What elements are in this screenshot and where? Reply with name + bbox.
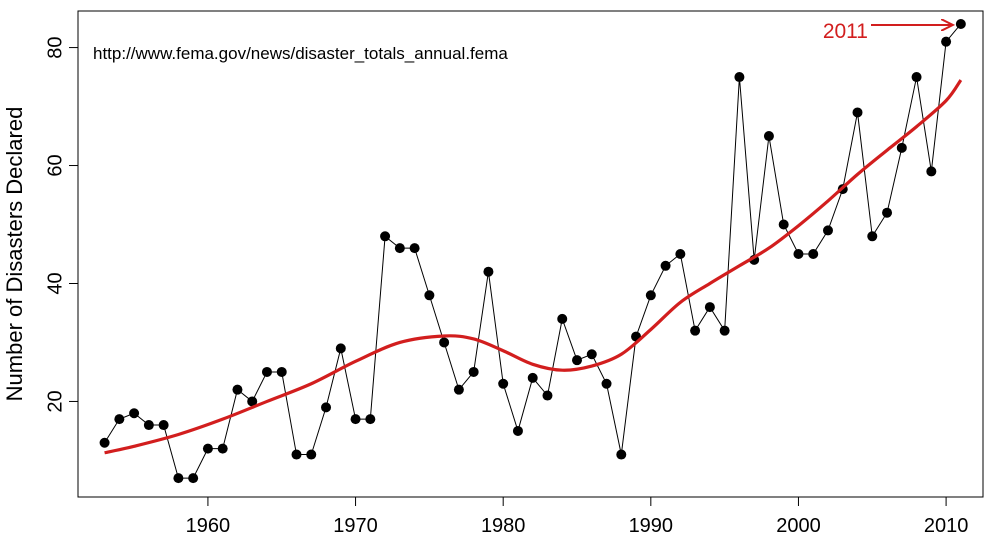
data-point xyxy=(955,18,966,29)
data-point xyxy=(527,372,538,383)
data-point xyxy=(439,337,450,348)
data-point xyxy=(217,443,228,454)
y-tick-label: 80 xyxy=(44,36,66,58)
data-point xyxy=(867,231,878,242)
data-point xyxy=(793,249,804,259)
data-point xyxy=(704,302,715,313)
plot-area-frame xyxy=(77,10,984,498)
data-point xyxy=(852,107,863,118)
data-point xyxy=(498,378,509,389)
y-tick-label: 40 xyxy=(44,272,66,294)
data-point xyxy=(158,420,169,431)
data-point xyxy=(896,142,907,153)
data-point xyxy=(350,414,361,425)
data-point xyxy=(380,231,391,242)
data-point xyxy=(114,414,125,425)
source-url-note: http://www.fema.gov/news/disaster_totals… xyxy=(93,44,508,63)
data-point xyxy=(734,72,745,83)
data-point xyxy=(822,225,833,236)
y-tick-label: 20 xyxy=(44,390,66,412)
data-point xyxy=(188,473,199,484)
x-axis: 1960 1970 1980 1990 2000 2010 xyxy=(186,497,969,537)
data-point xyxy=(660,260,671,271)
data-point xyxy=(365,414,376,425)
data-point xyxy=(808,249,819,259)
data-point xyxy=(645,290,656,301)
data-point xyxy=(911,72,922,83)
x-tick-label: 1960 xyxy=(186,515,231,537)
trend-line xyxy=(104,79,963,455)
data-point xyxy=(926,166,937,177)
data-point xyxy=(232,384,243,395)
data-point xyxy=(468,366,479,377)
y-tick-label: 60 xyxy=(44,154,66,176)
data-point xyxy=(675,249,686,259)
data-point xyxy=(586,349,597,360)
data-point xyxy=(335,343,346,354)
data-point xyxy=(483,266,494,277)
data-point xyxy=(557,313,568,324)
data-point xyxy=(453,384,464,395)
data-point xyxy=(941,36,952,47)
data-point xyxy=(99,437,110,448)
data-point xyxy=(394,243,405,254)
data-point xyxy=(882,207,893,218)
annotation-2011-label: 2011 xyxy=(823,20,868,43)
data-point xyxy=(202,443,213,454)
data-point xyxy=(572,355,583,366)
data-point xyxy=(173,473,184,484)
data-point xyxy=(601,378,612,389)
data-point xyxy=(424,290,435,301)
data-point xyxy=(778,219,789,230)
data-point xyxy=(512,425,523,436)
data-point xyxy=(261,366,272,377)
y-axis-label: Number of Disasters Declared xyxy=(2,107,27,402)
x-tick-label: 1980 xyxy=(481,515,526,537)
data-point xyxy=(306,449,317,460)
data-point xyxy=(321,402,332,413)
x-tick-label: 2000 xyxy=(776,515,821,537)
x-tick-label: 1990 xyxy=(629,515,674,537)
x-tick-label: 2010 xyxy=(924,515,969,537)
data-point xyxy=(690,325,701,336)
data-point xyxy=(276,366,287,377)
series-line xyxy=(104,23,962,479)
data-point xyxy=(143,420,154,431)
data-point xyxy=(247,396,258,407)
data-point xyxy=(409,243,420,254)
data-point xyxy=(291,449,302,460)
data-point xyxy=(616,449,627,460)
y-axis: 20 40 60 80 xyxy=(44,36,78,413)
data-point xyxy=(129,408,140,419)
data-point xyxy=(763,131,774,142)
x-tick-label: 1970 xyxy=(333,515,378,537)
series-layer xyxy=(99,18,966,484)
data-point xyxy=(542,390,553,401)
data-point xyxy=(719,325,730,336)
